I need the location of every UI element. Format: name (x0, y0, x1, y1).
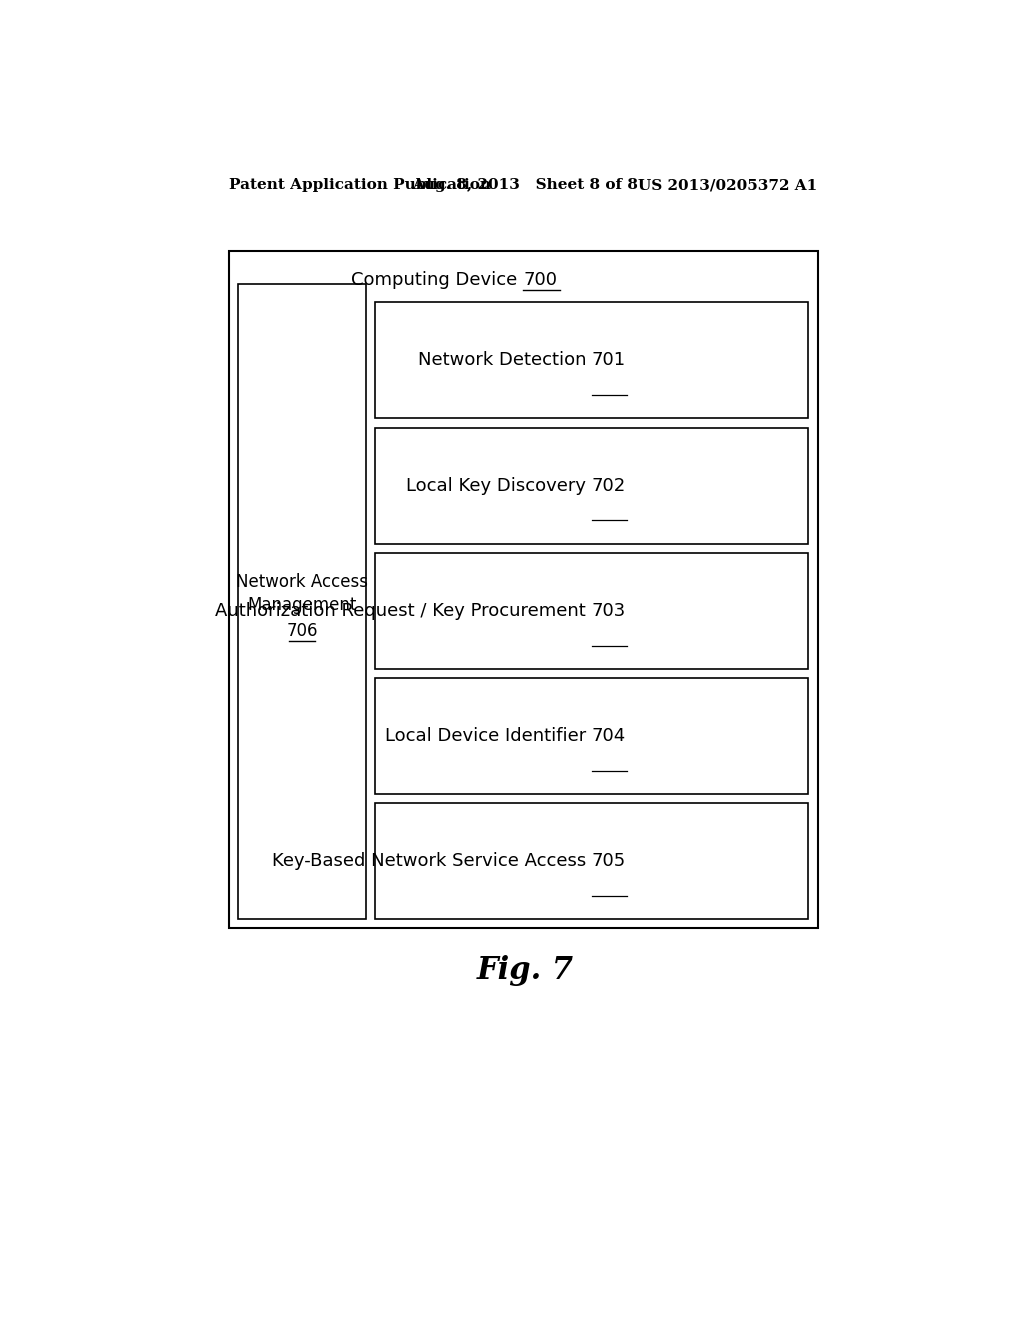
Text: 706: 706 (287, 622, 317, 640)
Text: 704: 704 (592, 727, 626, 744)
Bar (375, 678, 809, 793)
Bar (375, 803, 809, 919)
Text: Aug. 8, 2013   Sheet 8 of 8: Aug. 8, 2013 Sheet 8 of 8 (412, 178, 638, 193)
Text: US 2013/0205372 A1: US 2013/0205372 A1 (639, 178, 818, 193)
Bar (375, 553, 809, 669)
Text: 702: 702 (592, 477, 626, 495)
Text: Network Access: Network Access (236, 573, 368, 591)
Text: Local Device Identifier: Local Device Identifier (385, 727, 592, 744)
Bar (228, 251, 818, 928)
Text: Network Detection: Network Detection (418, 351, 592, 370)
Text: Key-Based Network Service Access: Key-Based Network Service Access (271, 853, 592, 870)
Text: Authorization Request / Key Procurement: Authorization Request / Key Procurement (215, 602, 592, 620)
Text: 705: 705 (592, 853, 626, 870)
Text: 700: 700 (523, 271, 557, 289)
Bar (238, 284, 366, 919)
Bar (375, 302, 809, 418)
Text: Fig. 7: Fig. 7 (476, 956, 573, 986)
Text: Patent Application Publication: Patent Application Publication (228, 178, 490, 193)
Text: 703: 703 (592, 602, 626, 620)
Text: Local Key Discovery: Local Key Discovery (407, 477, 592, 495)
Bar (375, 428, 809, 544)
Text: Computing Device: Computing Device (351, 271, 523, 289)
Text: 701: 701 (592, 351, 626, 370)
Text: Management: Management (248, 597, 356, 614)
